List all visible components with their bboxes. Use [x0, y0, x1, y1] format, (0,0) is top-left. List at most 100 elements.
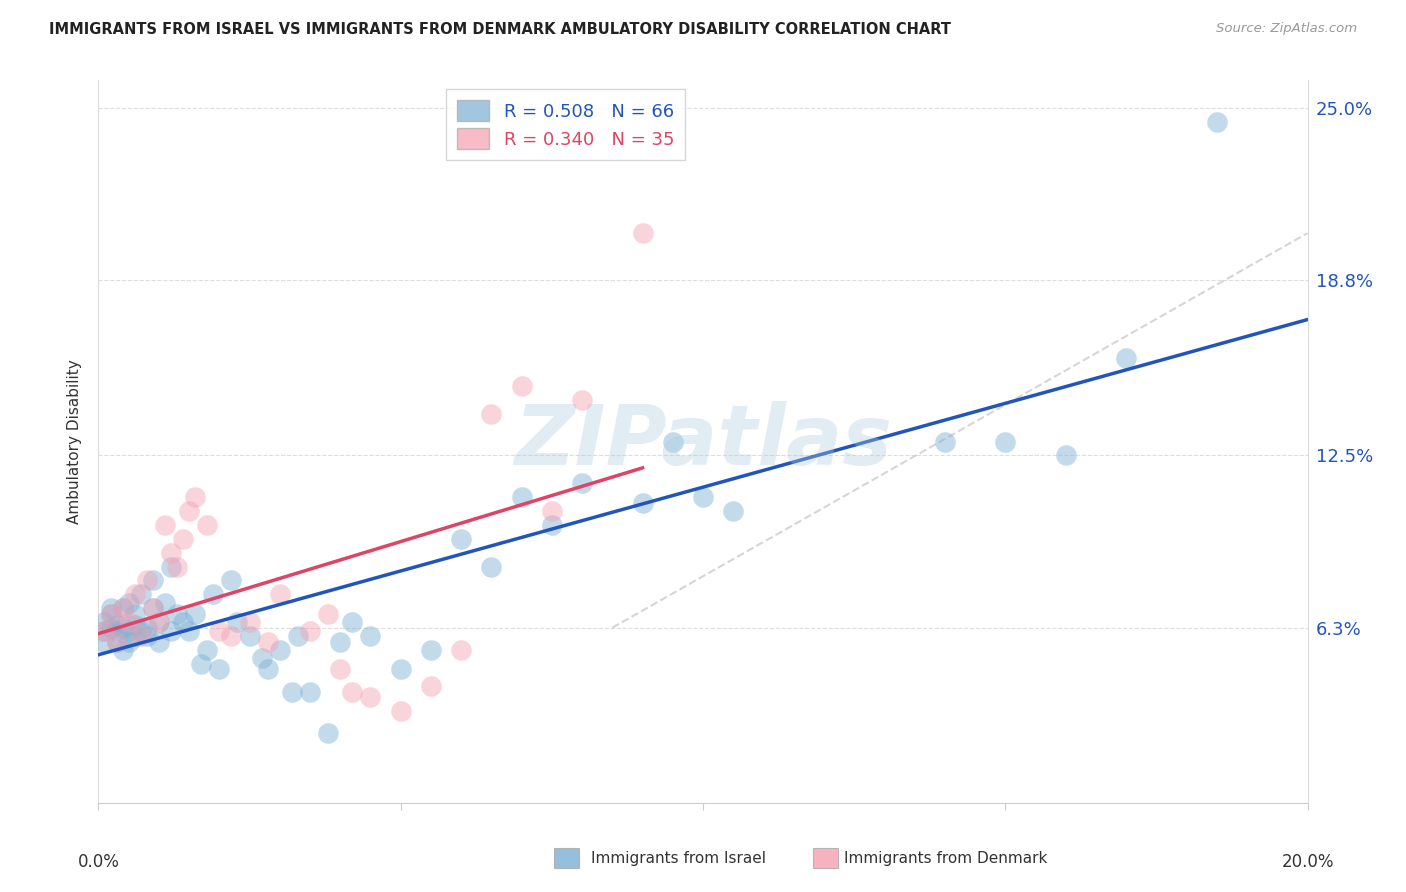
Point: [226, 615, 249, 630]
Y-axis label: Ambulatory Disability: Ambulatory Disability: [67, 359, 83, 524]
Point: [160, 559, 183, 574]
Point: [118, 634, 141, 648]
Point: [135, 629, 157, 643]
Point: [316, 607, 339, 621]
Point: [221, 629, 243, 643]
Point: [118, 596, 141, 610]
Point: [179, 504, 201, 518]
Point: [100, 607, 122, 621]
Point: [118, 624, 141, 638]
Point: [142, 601, 165, 615]
Point: [481, 559, 503, 574]
Point: [93, 624, 115, 638]
Text: Immigrants from Denmark: Immigrants from Denmark: [844, 851, 1047, 865]
Point: [208, 662, 231, 676]
Point: [510, 379, 533, 393]
Point: [153, 596, 176, 610]
Point: [389, 662, 412, 676]
Point: [172, 615, 194, 630]
Point: [510, 490, 533, 504]
Point: [208, 624, 231, 638]
Point: [111, 621, 134, 635]
Point: [420, 679, 443, 693]
Point: [256, 634, 278, 648]
Point: [631, 496, 654, 510]
Point: [118, 615, 141, 630]
Point: [281, 684, 304, 698]
Point: [184, 607, 207, 621]
Point: [111, 601, 134, 615]
Point: [934, 434, 956, 449]
Point: [153, 517, 176, 532]
Point: [135, 621, 157, 635]
Point: [142, 574, 165, 588]
Point: [287, 629, 309, 643]
Point: [269, 643, 291, 657]
Point: [250, 651, 273, 665]
Point: [329, 662, 352, 676]
Point: [184, 490, 207, 504]
Point: [105, 618, 128, 632]
Point: [135, 574, 157, 588]
Point: [166, 607, 188, 621]
Point: [148, 615, 170, 630]
Point: [202, 587, 225, 601]
Point: [299, 684, 322, 698]
Point: [129, 587, 152, 601]
Point: [631, 226, 654, 240]
Text: 0.0%: 0.0%: [77, 853, 120, 871]
Point: [111, 601, 134, 615]
Point: [105, 634, 128, 648]
Point: [100, 621, 122, 635]
Point: [256, 662, 278, 676]
Point: [100, 601, 122, 615]
Point: [239, 629, 262, 643]
Point: [166, 559, 188, 574]
Point: [105, 624, 128, 638]
Point: [1054, 449, 1077, 463]
Point: [540, 504, 562, 518]
Point: [571, 476, 593, 491]
Point: [221, 574, 243, 588]
Point: [269, 587, 291, 601]
Point: [360, 690, 382, 705]
Point: [105, 634, 128, 648]
Point: [195, 517, 218, 532]
Point: [723, 504, 745, 518]
Point: [160, 546, 183, 560]
Point: [124, 587, 146, 601]
Text: Source: ZipAtlas.com: Source: ZipAtlas.com: [1216, 22, 1357, 36]
Point: [450, 532, 472, 546]
Point: [692, 490, 714, 504]
Point: [316, 726, 339, 740]
Point: [93, 624, 115, 638]
Text: ZIPatlas: ZIPatlas: [515, 401, 891, 482]
Point: [329, 634, 352, 648]
Point: [148, 634, 170, 648]
Point: [129, 624, 152, 638]
Point: [540, 517, 562, 532]
Point: [93, 615, 115, 630]
Point: [1206, 115, 1229, 129]
Point: [994, 434, 1017, 449]
Point: [142, 601, 165, 615]
Legend: R = 0.508   N = 66, R = 0.340   N = 35: R = 0.508 N = 66, R = 0.340 N = 35: [446, 89, 685, 160]
Text: IMMIGRANTS FROM ISRAEL VS IMMIGRANTS FROM DENMARK AMBULATORY DISABILITY CORRELAT: IMMIGRANTS FROM ISRAEL VS IMMIGRANTS FRO…: [49, 22, 952, 37]
Point: [239, 615, 262, 630]
Point: [420, 643, 443, 657]
Text: 20.0%: 20.0%: [1281, 853, 1334, 871]
Point: [100, 607, 122, 621]
Point: [124, 618, 146, 632]
Point: [148, 615, 170, 630]
Point: [129, 629, 152, 643]
Point: [342, 684, 364, 698]
Point: [1115, 351, 1137, 366]
Point: [124, 629, 146, 643]
Point: [360, 629, 382, 643]
Point: [661, 434, 683, 449]
Point: [179, 624, 201, 638]
Point: [195, 643, 218, 657]
Point: [160, 624, 183, 638]
Point: [450, 643, 472, 657]
Point: [571, 392, 593, 407]
